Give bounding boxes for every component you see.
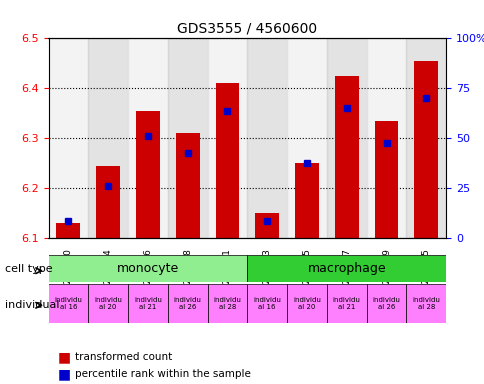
- Title: GDS3555 / 4560600: GDS3555 / 4560600: [177, 22, 317, 36]
- Bar: [136, 111, 160, 238]
- FancyBboxPatch shape: [88, 284, 128, 323]
- Text: macrophage: macrophage: [307, 262, 385, 275]
- Bar: [294, 163, 318, 238]
- Bar: [167, 38, 207, 238]
- Text: cell type: cell type: [5, 264, 52, 274]
- FancyBboxPatch shape: [247, 284, 287, 323]
- Bar: [247, 38, 287, 238]
- FancyBboxPatch shape: [326, 284, 366, 323]
- FancyBboxPatch shape: [48, 255, 247, 282]
- FancyBboxPatch shape: [287, 284, 326, 323]
- Text: ■: ■: [58, 367, 71, 381]
- Bar: [413, 61, 438, 238]
- Bar: [207, 38, 247, 238]
- Bar: [88, 38, 128, 238]
- Text: individu
al 20: individu al 20: [94, 297, 122, 310]
- Bar: [255, 213, 279, 238]
- FancyBboxPatch shape: [48, 284, 88, 323]
- Bar: [175, 133, 199, 238]
- Bar: [374, 121, 398, 238]
- Text: individu
al 16: individu al 16: [253, 297, 281, 310]
- Bar: [128, 38, 167, 238]
- Bar: [287, 38, 326, 238]
- Bar: [406, 38, 445, 238]
- Bar: [96, 166, 120, 238]
- Bar: [56, 223, 80, 238]
- Text: individu
al 21: individu al 21: [134, 297, 162, 310]
- Text: ■: ■: [58, 350, 71, 364]
- FancyBboxPatch shape: [207, 284, 247, 323]
- Text: monocyte: monocyte: [117, 262, 179, 275]
- Text: individu
al 16: individu al 16: [54, 297, 82, 310]
- FancyBboxPatch shape: [366, 284, 406, 323]
- Bar: [366, 38, 406, 238]
- Bar: [48, 38, 88, 238]
- Text: individu
al 21: individu al 21: [332, 297, 360, 310]
- Text: individu
al 28: individu al 28: [213, 297, 241, 310]
- FancyBboxPatch shape: [406, 284, 445, 323]
- Bar: [334, 76, 358, 238]
- Bar: [326, 38, 366, 238]
- FancyBboxPatch shape: [128, 284, 167, 323]
- FancyBboxPatch shape: [247, 255, 445, 282]
- Text: percentile rank within the sample: percentile rank within the sample: [75, 369, 251, 379]
- FancyBboxPatch shape: [167, 284, 207, 323]
- Text: individu
al 20: individu al 20: [292, 297, 320, 310]
- Text: transformed count: transformed count: [75, 352, 172, 362]
- Text: individual: individual: [5, 300, 59, 310]
- Text: individu
al 28: individu al 28: [411, 297, 439, 310]
- Bar: [215, 83, 239, 238]
- Text: individu
al 26: individu al 26: [372, 297, 400, 310]
- Text: individu
al 26: individu al 26: [173, 297, 201, 310]
